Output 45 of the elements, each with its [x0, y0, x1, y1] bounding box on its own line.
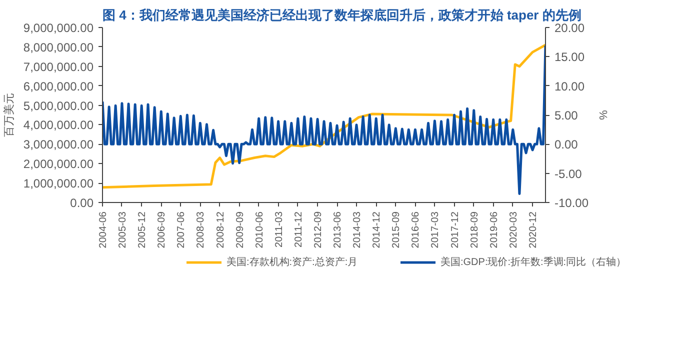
y-tick-label: 5,000,000.00: [23, 98, 94, 113]
y2-tick-label: 0.00: [554, 138, 578, 152]
chart-title: 图 4：我们经常遇见美国经济已经出现了数年探底回升后，政策才开始 taper 的先例: [102, 8, 582, 22]
x-tick-label: 2008-12: [215, 211, 226, 248]
y2-axis-title: %: [596, 110, 609, 120]
x-tick-label: 2017-12: [450, 211, 461, 248]
x-tick-label: 2011-12: [293, 211, 304, 248]
y2-tick-label: 5.00: [554, 108, 578, 122]
y2-tick-label: 20.00: [554, 21, 585, 35]
y-tick-label: 8,000,000.00: [23, 40, 94, 54]
x-tick-label: 2011-03: [274, 211, 285, 248]
x-tick-label: 2015-09: [391, 211, 402, 248]
x-tick-label: 2018-09: [469, 211, 480, 248]
x-tick-label: 2014-12: [372, 211, 383, 248]
x-tick-label: 2012-09: [313, 211, 324, 248]
x-tick-label: 2010-06: [254, 211, 266, 248]
x-tick-label: 2014-03: [352, 211, 363, 248]
y-tick-label: 7,000,000.00: [23, 60, 94, 74]
y-tick-label: 0.00: [70, 196, 94, 210]
y2-tick-label: -5.00: [554, 166, 582, 181]
x-tick-label: 2006-09: [156, 211, 168, 248]
x-tick-label: 2020-12: [528, 211, 540, 248]
y-tick-label: 1,000,000.00: [23, 176, 94, 191]
y-tick-label: 3,000,000.00: [23, 138, 94, 152]
y2-tick-label: -10.00: [554, 196, 589, 210]
y-tick-label: 4,000,000.00: [23, 118, 94, 132]
x-tick-label: 2007-06: [176, 211, 188, 248]
y-tick-label: 9,000,000.00: [23, 21, 94, 35]
x-tick-label: 2009-09: [234, 211, 246, 248]
y-tick-label: 2,000,000.00: [23, 157, 94, 172]
y-tick-label: 6,000,000.00: [23, 79, 94, 94]
x-tick-label: 2019-06: [488, 211, 500, 248]
x-tick-label: 2013-06: [332, 211, 344, 248]
x-tick-label: 2020-03: [508, 211, 520, 248]
y-axis-title: 百万美元: [2, 93, 16, 137]
legend-label: 美国:GDP:现价:折年数:季调:同比（右轴）: [440, 256, 626, 268]
legend-label: 美国:存款机构:资产:总资产:月: [226, 256, 358, 268]
x-tick-label: 2005-03: [117, 211, 128, 248]
x-tick-label: 2008-03: [196, 211, 207, 248]
x-tick-label: 2004-06: [98, 211, 109, 248]
x-tick-label: 2005-12: [137, 211, 148, 248]
x-tick-label: 2017-03: [430, 211, 442, 248]
y2-tick-label: 15.00: [554, 50, 585, 64]
y2-tick-label: 10.00: [554, 79, 585, 94]
x-tick-label: 2016-06: [410, 211, 422, 248]
